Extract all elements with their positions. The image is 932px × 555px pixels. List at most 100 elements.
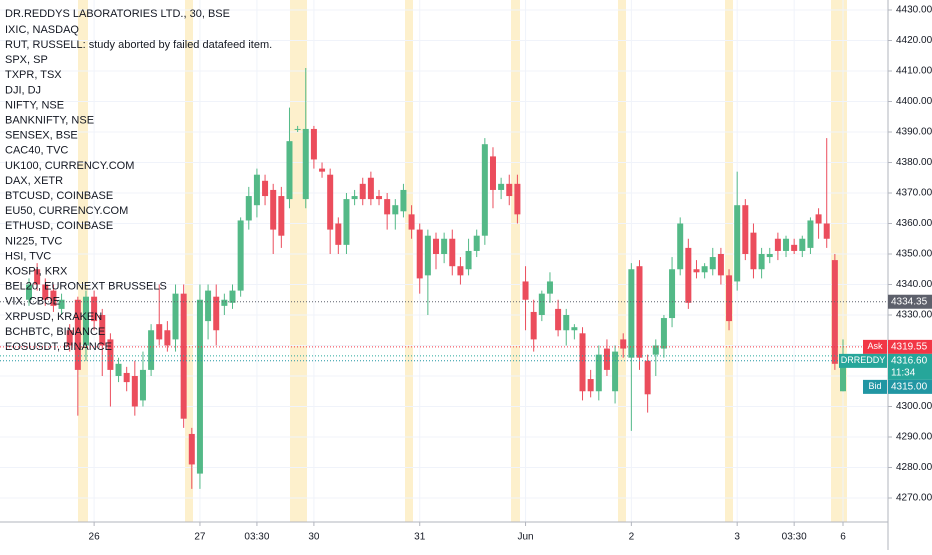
legend-symbol: BCHBTC, BINANCE: [5, 326, 105, 338]
candle-body: [783, 238, 790, 251]
legend-symbol: HSI, TVC: [5, 250, 51, 262]
y-tick-label: 4280.00: [896, 462, 932, 473]
candle-body: [571, 327, 578, 331]
session-band: [618, 0, 626, 522]
candle-body: [115, 363, 122, 376]
y-tick-label: 4290.00: [896, 432, 932, 443]
candle-body: [82, 296, 89, 346]
legend-symbol: IXIC, NASDAQ: [5, 24, 79, 36]
candle-body: [660, 318, 667, 349]
candle-body: [74, 299, 81, 370]
candle-body: [237, 220, 244, 291]
candle-body: [310, 128, 317, 160]
axes: 4270.004280.004290.004300.004310.004320.…: [89, 5, 932, 543]
price-name-box: [839, 353, 887, 368]
candle-body: [636, 266, 643, 358]
candle-body: [270, 189, 277, 230]
candle-body: [766, 254, 773, 258]
candle-body: [302, 128, 309, 200]
y-tick-label: 4300.00: [896, 401, 932, 412]
x-tick-label: 31: [414, 532, 426, 543]
candle-body: [595, 354, 602, 392]
candle-body: [831, 260, 838, 364]
session-band: [78, 0, 88, 522]
session-band: [290, 0, 307, 522]
candle-body: [644, 360, 651, 395]
price-name: Bid: [868, 381, 881, 391]
price-name-box: [863, 339, 887, 354]
legend-symbol: DJI, DJ: [5, 84, 41, 96]
candle-body: [555, 308, 562, 331]
candle-body: [538, 293, 545, 315]
candle-body: [416, 229, 423, 279]
candle-body: [498, 183, 505, 190]
legend-symbol: BANKNIFTY, NSE: [5, 115, 94, 127]
y-tick-label: 4430.00: [896, 5, 932, 16]
candle-body: [343, 199, 350, 245]
price-name-box: [863, 379, 887, 394]
candle-body: [139, 369, 146, 401]
legend-symbol: NIFTY, NSE: [5, 99, 64, 111]
candle-body: [481, 144, 488, 236]
candle-body: [652, 345, 659, 355]
candle-body: [473, 235, 480, 251]
candle-body: [262, 180, 269, 197]
candle-body: [172, 293, 179, 340]
legend-symbol: NI225, TVC: [5, 235, 62, 247]
y-tick-label: 4270.00: [896, 493, 932, 504]
legend-symbol: KOSPI, KRX: [5, 266, 68, 278]
x-tick-label: 2: [629, 532, 635, 543]
candle-body: [514, 183, 521, 215]
x-tick-label: 27: [194, 532, 206, 543]
candle-body: [709, 257, 716, 270]
legend-symbol: BTCUSD, COINBASE: [5, 190, 113, 202]
session-band: [185, 0, 193, 522]
candle-body: [376, 196, 383, 200]
candle-body: [66, 330, 73, 346]
candle-body: [587, 379, 594, 392]
candle-body: [107, 339, 114, 370]
y-tick-label: 4380.00: [896, 157, 932, 168]
candle-body: [546, 281, 553, 294]
legend-symbol: ETHUSD, COINBASE: [5, 220, 113, 232]
candle-body: [294, 128, 301, 130]
y-tick-label: 4410.00: [896, 66, 932, 77]
candle-body: [742, 205, 749, 254]
candle-body: [522, 281, 529, 300]
x-tick-label: Jun: [517, 532, 533, 543]
candle-body: [807, 220, 814, 248]
x-tick-label: 26: [89, 532, 101, 543]
candle-body: [530, 311, 537, 340]
legend-symbol: DAX, XETR: [5, 175, 63, 187]
candle-body: [840, 354, 846, 392]
x-tick-label: 03:30: [782, 532, 807, 543]
candle-body: [327, 174, 334, 230]
candle-body: [677, 223, 684, 270]
candle-body: [213, 296, 220, 331]
candle-body: [319, 168, 326, 172]
legend-symbol: CAC40, TVC: [5, 145, 68, 157]
x-tick-label: 30: [308, 532, 320, 543]
candle-body: [457, 266, 464, 276]
candle-body: [465, 250, 472, 270]
candle-body: [367, 177, 374, 200]
candle-body: [221, 299, 228, 306]
candle-body: [34, 269, 41, 285]
candle-body: [392, 205, 399, 215]
chart-title: DR.REDDYS LABORATORIES LTD., 30, BSE: [5, 8, 230, 20]
legend-symbol: SENSEX, BSE: [5, 130, 78, 142]
candle-body: [579, 333, 586, 392]
x-tick-label: 6: [840, 532, 846, 543]
legend-symbol: SPX, SP: [5, 54, 48, 66]
y-tick-label: 4360.00: [896, 218, 932, 229]
legend: DR.REDDYS LABORATORIES LTD., 30, BSE IXI…: [5, 8, 272, 353]
countdown: 11:34: [891, 368, 916, 379]
y-tick-label: 4350.00: [896, 249, 932, 260]
y-tick-label: 4390.00: [896, 127, 932, 138]
session-band: [405, 0, 413, 522]
candle-body: [433, 238, 439, 254]
candles: [26, 67, 846, 489]
session-band: [511, 0, 520, 522]
